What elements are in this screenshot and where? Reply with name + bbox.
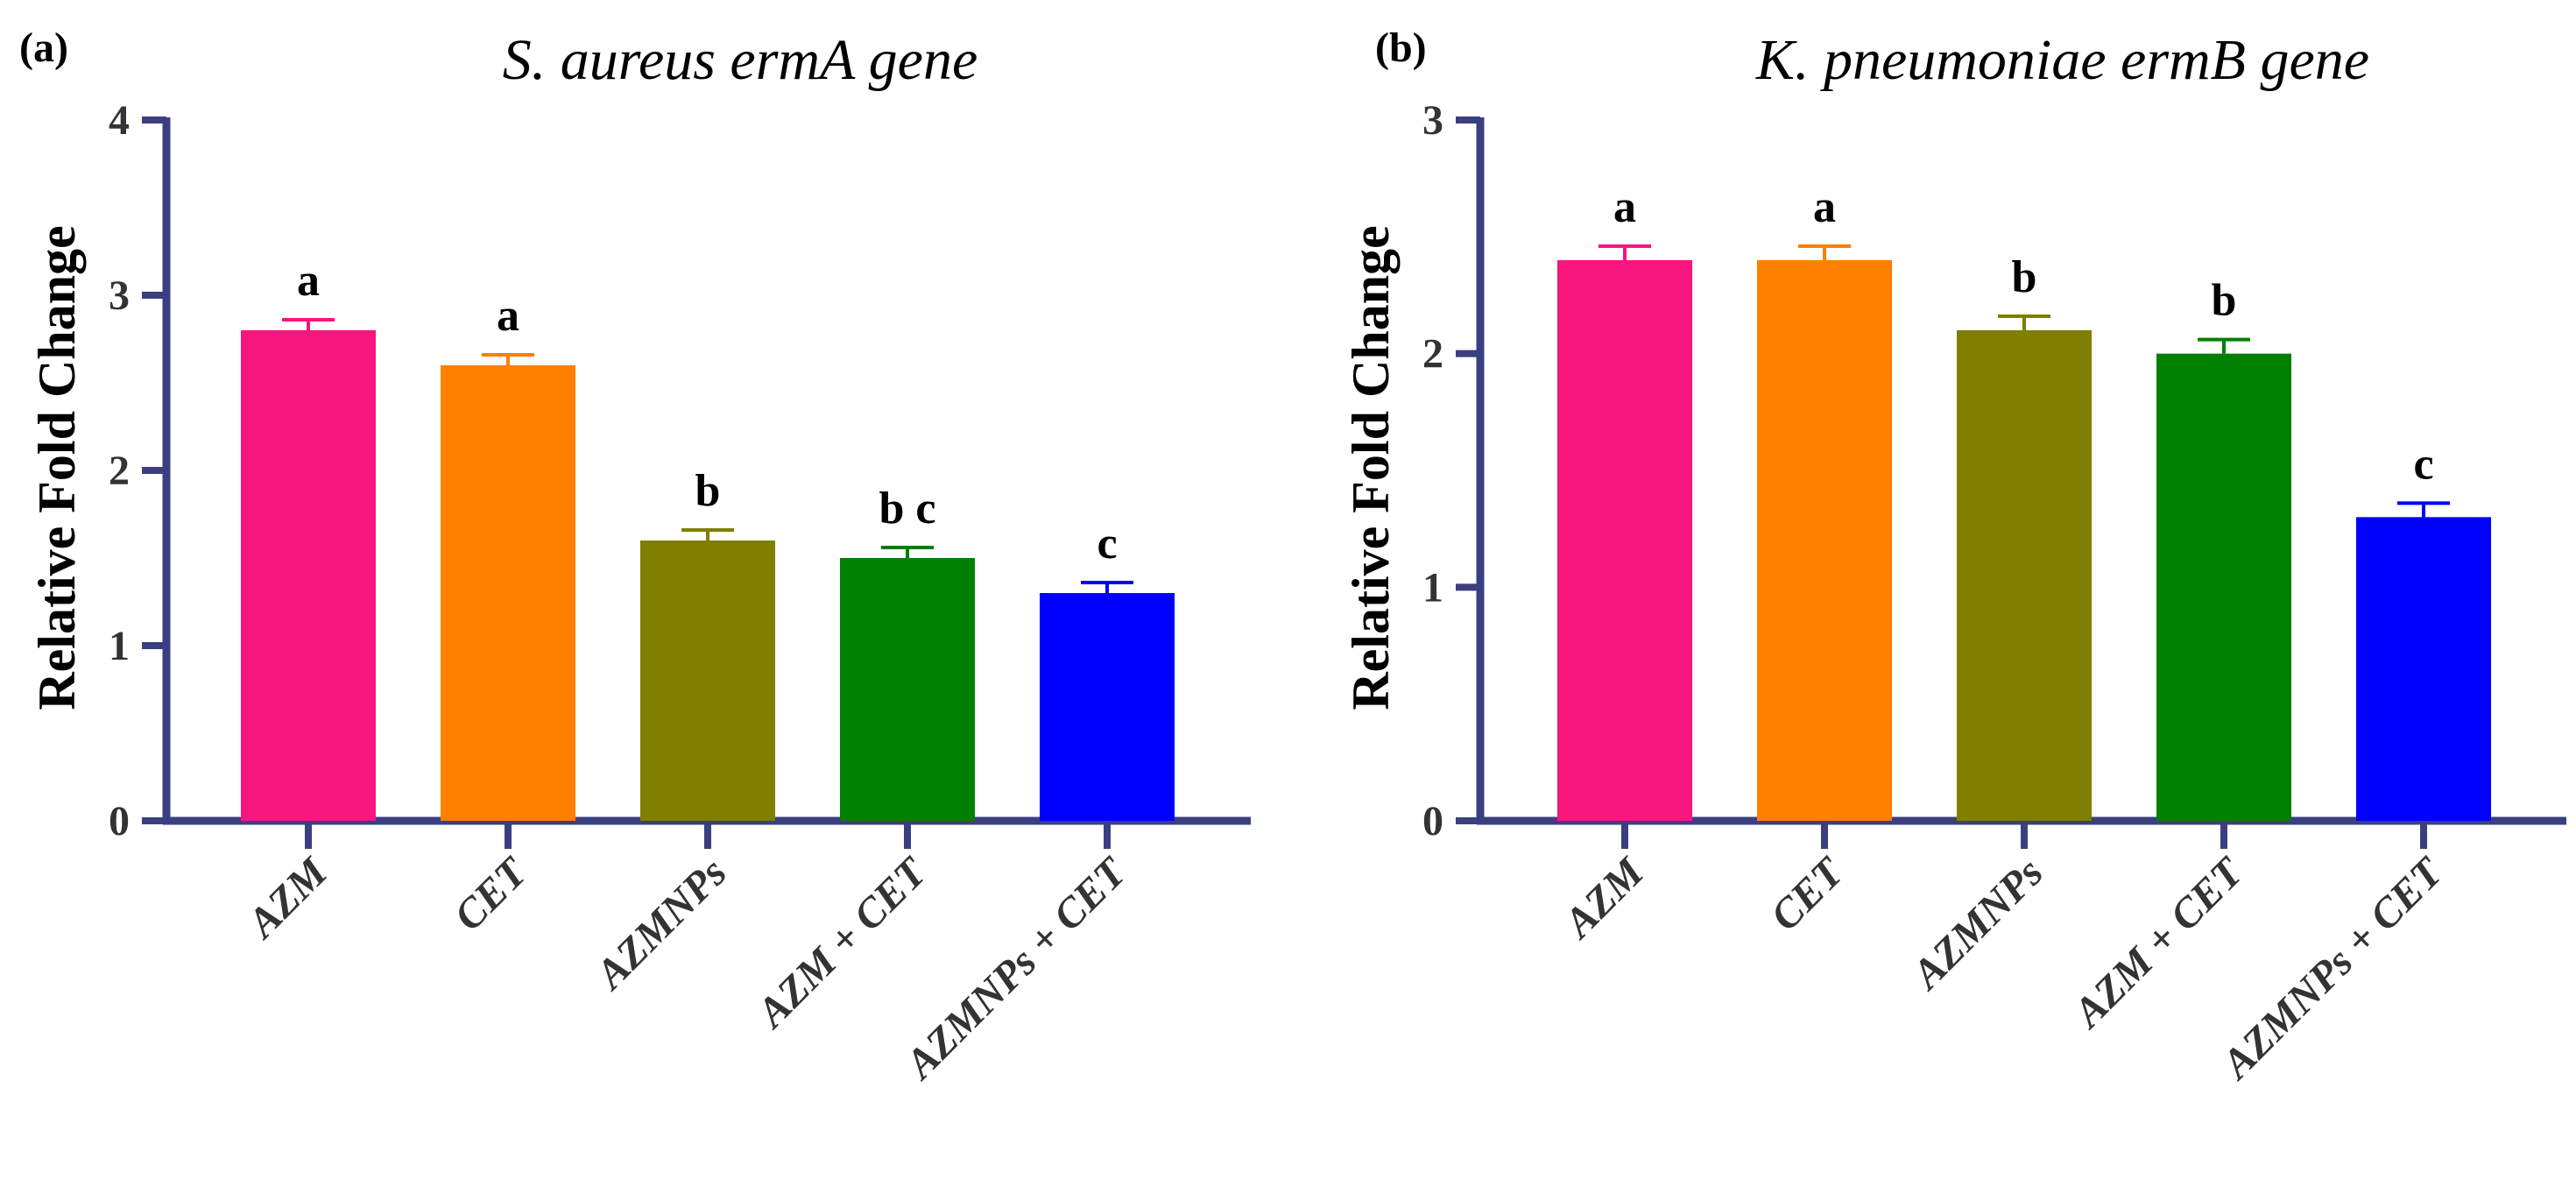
y-tick-label: 0 <box>109 798 130 844</box>
y-tick-label: 1 <box>109 623 130 669</box>
x-tick-label: CET <box>445 848 537 940</box>
bar-cet <box>441 365 575 821</box>
bar-azmnps-cet <box>2356 517 2491 821</box>
y-tick-label: 1 <box>1422 564 1443 611</box>
x-tick-label: CET <box>1761 848 1853 940</box>
y-tick-label: 3 <box>109 272 130 319</box>
panel-label-b: (b) <box>1375 25 1427 71</box>
chart-title-b: K. pneumoniae ermB gene <box>1755 28 2369 92</box>
significance-label: a <box>1613 182 1636 232</box>
x-tick-label: AZM + CET <box>746 848 936 1038</box>
chart-panel-a: (a) S. aureus ermA gene Relative Fold Ch… <box>19 25 1251 1089</box>
bar-azm <box>241 330 376 821</box>
y-axis-label-b: Relative Fold Change <box>1342 225 1400 710</box>
bars-b: a a b b c <box>1557 182 2491 822</box>
bar-cet <box>1757 260 1892 821</box>
y-tick-label: 3 <box>1422 97 1443 144</box>
significance-label: a <box>297 256 320 306</box>
x-tick-label: AZMNPs <box>585 849 736 1000</box>
bars-a: a a b b c c <box>241 256 1175 821</box>
significance-label: b <box>2012 252 2037 302</box>
panel-label-a: (a) <box>19 25 68 71</box>
y-axis-label-a: Relative Fold Change <box>28 225 86 710</box>
bar-azmnps-cet <box>1040 593 1175 821</box>
significance-label: c <box>1097 519 1117 569</box>
y-tick-label: 2 <box>1422 331 1443 378</box>
y-tick-label: 4 <box>109 97 130 144</box>
significance-label: a <box>497 291 519 341</box>
chart-panel-b: (b) K. pneumoniae ermB gene Relative Fol… <box>1342 25 2566 1089</box>
significance-label: c <box>2413 439 2433 489</box>
x-tick-label: AZMNPs <box>1902 849 2052 1000</box>
bar-azm-cet <box>840 558 975 821</box>
significance-label: a <box>1813 182 1836 232</box>
chart-title-a: S. aureus ermA gene <box>503 28 978 92</box>
bar-azmnps <box>1957 330 2092 821</box>
y-tick-label: 0 <box>1422 798 1443 844</box>
bar-azm-cet <box>2156 353 2291 822</box>
x-tick-label: AZM <box>1554 848 1655 949</box>
significance-label: b c <box>879 484 936 533</box>
significance-label: b <box>695 466 721 516</box>
x-tick-label: AZM <box>237 848 338 949</box>
significance-label: b <box>2212 276 2237 326</box>
x-tick-label: AZM + CET <box>2063 848 2253 1038</box>
bar-azmnps <box>640 541 775 821</box>
bar-azm <box>1557 260 1692 821</box>
y-tick-label: 2 <box>109 448 130 494</box>
